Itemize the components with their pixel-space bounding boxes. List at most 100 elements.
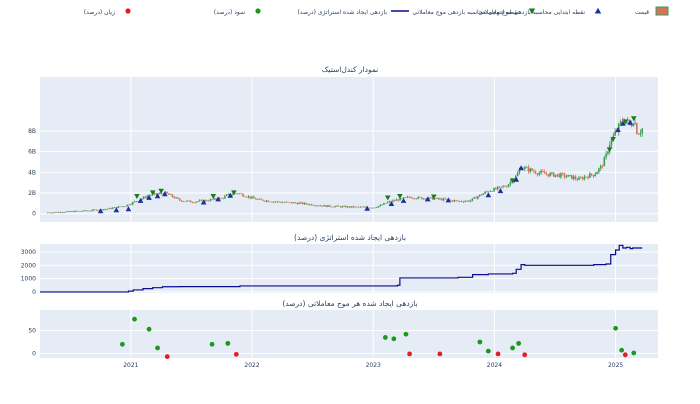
candle-body — [556, 174, 559, 175]
candle-body — [623, 122, 625, 124]
entry-marker — [97, 208, 104, 214]
candle-body — [318, 205, 320, 207]
candle-body — [133, 201, 136, 203]
candle-body — [66, 211, 69, 212]
candle-body — [433, 198, 436, 200]
candle-body — [303, 202, 306, 205]
profit-point — [631, 350, 637, 356]
entry-marker — [518, 165, 524, 171]
exit-marker — [610, 136, 616, 143]
exit-marker — [630, 116, 637, 122]
candle-body — [502, 186, 504, 187]
candle-body — [307, 204, 309, 205]
candle-body — [626, 119, 629, 121]
candle-body — [345, 205, 347, 208]
loss-point — [495, 351, 501, 357]
legend-marker-entry — [594, 7, 602, 14]
entry-marker — [400, 197, 407, 203]
candle-body — [287, 201, 289, 203]
x-tick-label: 2022 — [244, 362, 259, 369]
candle-body — [585, 176, 588, 178]
candle-body — [117, 206, 120, 209]
x-tick-label: 2025 — [608, 362, 623, 369]
legend-marker-exit — [528, 8, 536, 15]
candle-body — [469, 200, 472, 202]
candle-body — [402, 197, 405, 199]
candle-body — [101, 209, 103, 211]
candle-body — [316, 205, 318, 207]
entry-marker — [113, 207, 120, 213]
plot-area — [40, 77, 658, 222]
candle-body — [265, 200, 268, 202]
candle-body — [370, 207, 373, 209]
candle-body — [262, 199, 264, 201]
candle-body — [386, 202, 389, 204]
candle-body — [332, 206, 335, 208]
candle-body — [489, 191, 492, 192]
entry-marker — [424, 196, 431, 202]
y-tick-label: 3000 — [21, 249, 36, 256]
candle-body — [549, 173, 551, 177]
candle-body — [354, 206, 356, 208]
loss-points — [164, 351, 628, 360]
candle-body — [619, 121, 622, 124]
entry-marker — [125, 206, 132, 212]
x-tick-label: 2023 — [366, 362, 381, 369]
candle-body — [637, 133, 640, 135]
candle-body — [594, 174, 597, 177]
entry-marker — [162, 191, 168, 197]
legend-label-price: قیمت — [635, 9, 649, 16]
candle-body — [159, 193, 161, 194]
candle-body — [63, 212, 65, 213]
candle-body — [301, 202, 304, 205]
candle-body — [430, 197, 432, 199]
candle-body — [267, 200, 270, 202]
candle-body — [570, 175, 573, 179]
trade-markers — [97, 116, 637, 214]
legend-item-exit: نقطه انتهایی محاسبه بازدهی موج معاملاتی — [412, 8, 536, 16]
candle-body — [166, 191, 168, 194]
candle-body — [543, 171, 546, 174]
entry-marker — [513, 176, 520, 182]
entry-marker — [137, 197, 144, 203]
profit-points — [120, 316, 637, 356]
candle-body — [88, 210, 91, 212]
profit-point — [403, 331, 409, 337]
candle-body — [634, 123, 636, 125]
candle-body — [113, 207, 116, 208]
candle-body — [187, 200, 190, 202]
candle-body — [224, 195, 226, 199]
candle-body — [312, 205, 315, 206]
candle-body — [576, 178, 579, 180]
candle-body — [72, 211, 74, 212]
candle-body — [417, 196, 420, 199]
candle-body — [141, 198, 143, 200]
candle-body — [581, 177, 584, 180]
candle-body — [47, 212, 49, 214]
candle-body — [524, 167, 526, 170]
candle-body — [388, 201, 391, 203]
loss-point — [522, 352, 528, 358]
candle-body — [413, 198, 416, 199]
candle-body — [374, 207, 376, 209]
candle-body — [298, 202, 300, 205]
candle-body — [603, 157, 606, 167]
candle-body — [464, 201, 466, 202]
candle-body — [126, 204, 129, 207]
candle-body — [238, 193, 241, 195]
profit-point — [485, 348, 491, 354]
candle-body — [558, 174, 560, 178]
y-tick-label: 2B — [28, 190, 36, 197]
candle-body — [395, 199, 398, 201]
candle-body — [242, 193, 244, 197]
candle-body — [610, 138, 613, 145]
candle-body — [583, 176, 586, 180]
candle-body — [475, 197, 477, 199]
candle-body — [325, 205, 327, 207]
candle-body — [121, 206, 123, 208]
candle-body — [527, 167, 530, 172]
candle-body — [220, 197, 223, 199]
candle-body — [587, 176, 589, 178]
candle-body — [95, 209, 98, 211]
candle-body — [507, 184, 510, 187]
